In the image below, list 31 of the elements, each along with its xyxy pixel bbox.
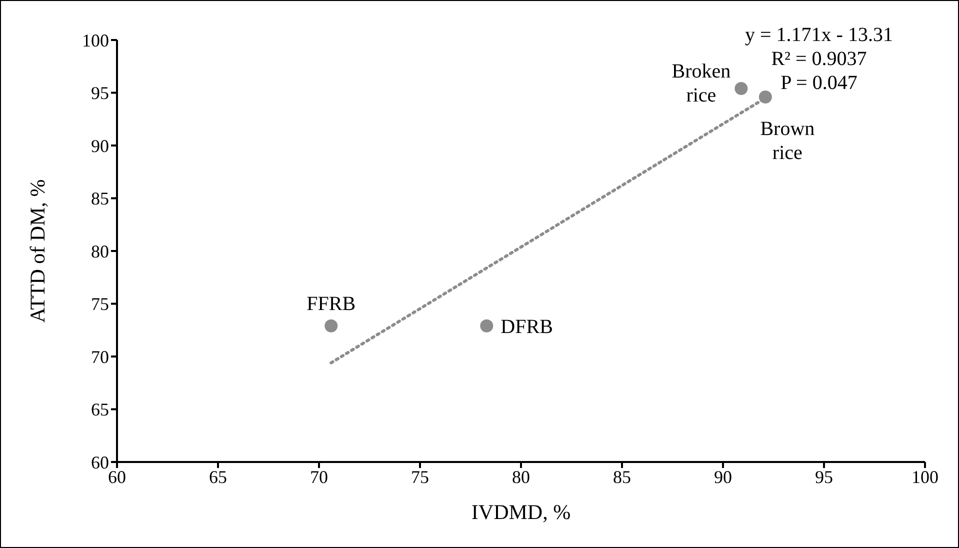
- annotation: Brown rice: [760, 118, 815, 164]
- x-tick-label: 95: [815, 466, 833, 487]
- y-tick-label: 80: [91, 241, 109, 262]
- annotation: P = 0.047: [780, 71, 858, 95]
- y-tick-label: 60: [91, 452, 109, 472]
- point: [324, 319, 338, 332]
- x-tick-label: 80: [512, 466, 530, 487]
- y-tick-label: 85: [91, 188, 109, 209]
- x-axis-title: IVDMD, %: [471, 500, 571, 524]
- y-axis-title: ATTD of DM, %: [25, 179, 50, 323]
- annotation: DFRB: [500, 316, 553, 338]
- y-tick-label: 70: [91, 346, 109, 367]
- x-tick-label: 70: [310, 466, 328, 487]
- point: [758, 90, 772, 104]
- y-tick-label: 65: [91, 400, 109, 420]
- y-tick-label: 95: [91, 83, 109, 104]
- annotation: FFRB: [306, 292, 356, 315]
- x-tick-label: 85: [613, 466, 631, 487]
- y-tick-label: 75: [91, 294, 109, 314]
- annotation: Broken rice: [672, 60, 731, 107]
- annotation: R² = 0.9037: [770, 47, 868, 71]
- point: [734, 82, 748, 96]
- x-tick-label: 60: [108, 466, 126, 487]
- x-tick-label: 90: [714, 466, 732, 487]
- annotation: y = 1.171x - 13.31: [744, 23, 894, 47]
- point: [480, 319, 494, 332]
- y-tick-label: 90: [91, 136, 109, 156]
- x-tick-label: 100: [912, 466, 938, 487]
- x-tick-label: 65: [209, 466, 227, 487]
- x-tick-label: 75: [411, 466, 429, 487]
- y-tick-label: 100: [82, 30, 109, 50]
